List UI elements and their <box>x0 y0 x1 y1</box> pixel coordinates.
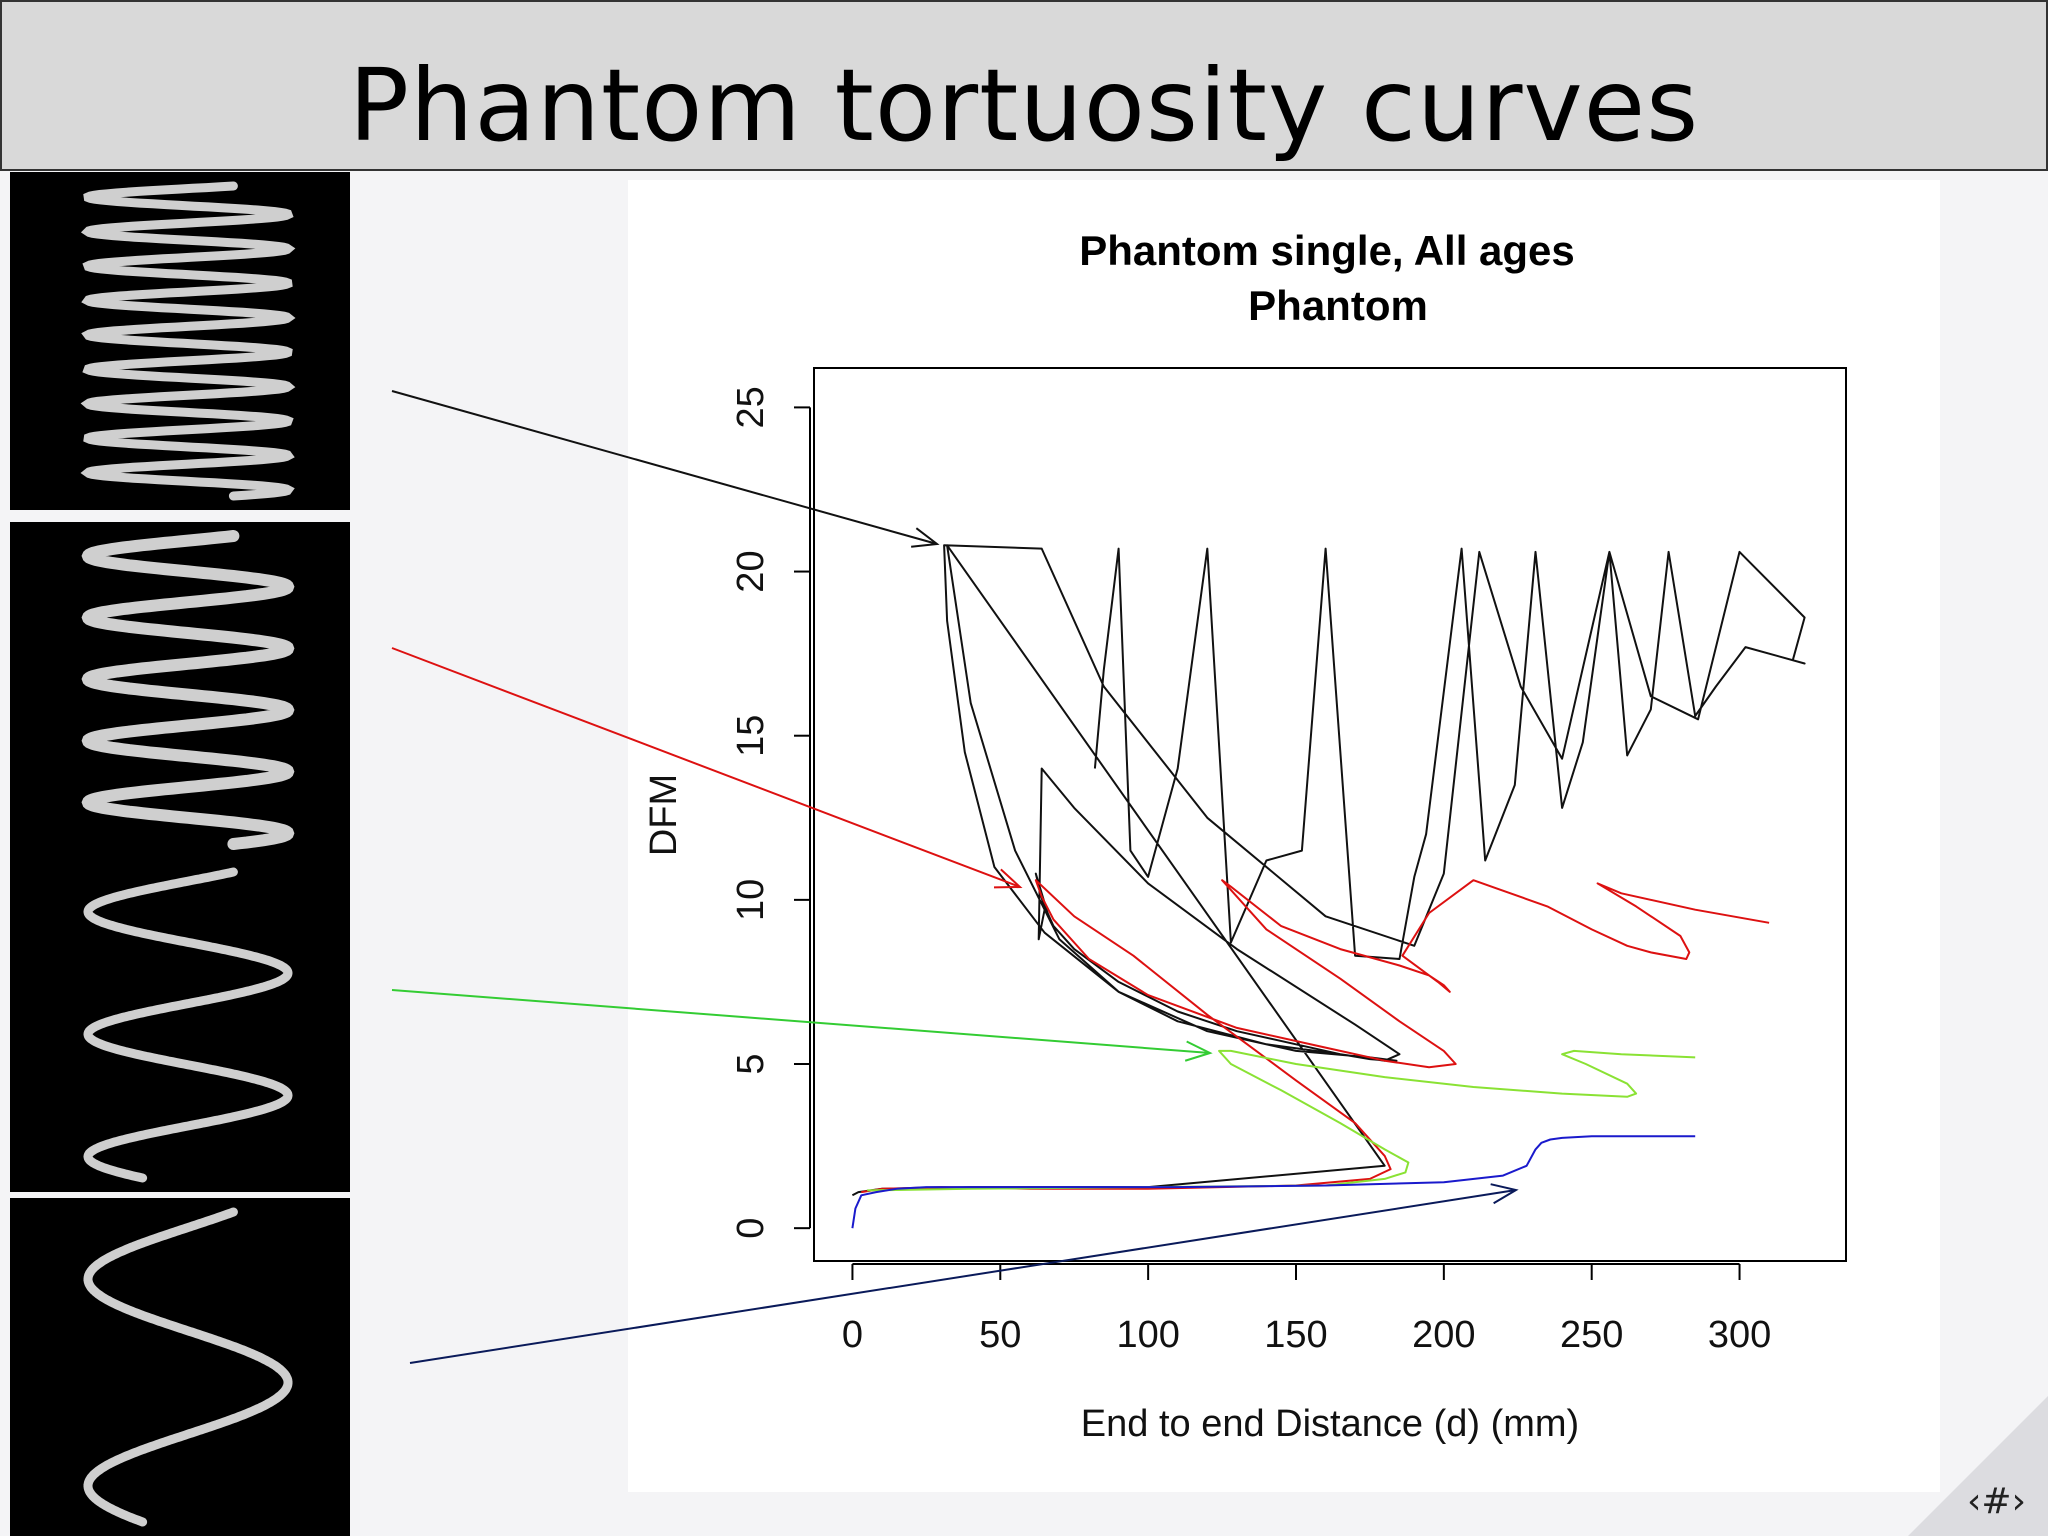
helix-tube <box>83 867 293 1183</box>
helix-thumbnail-loose <box>10 858 350 1192</box>
series-line-green <box>867 1049 1696 1192</box>
y-tick-label: 25 <box>730 386 772 428</box>
arrow-head <box>911 527 940 548</box>
y-tick-label: 5 <box>730 1053 772 1074</box>
helix-tube <box>81 530 295 850</box>
x-tick-label: 250 <box>1560 1314 1623 1356</box>
x-axis: 0 50 100 150 200 250 300 <box>842 1263 1771 1356</box>
arrow-layer <box>391 390 1519 1364</box>
x-tick-label: 50 <box>979 1314 1021 1356</box>
series-line-blue <box>851 1135 1696 1229</box>
y-axis-label: DFM <box>643 774 685 856</box>
series-line-black <box>851 544 1806 1197</box>
helix-thumbnail-tight <box>10 172 350 510</box>
y-tick-label: 20 <box>730 550 772 592</box>
x-tick-label: 100 <box>1116 1314 1179 1356</box>
helix-thumbnail-loosest <box>10 1198 350 1536</box>
x-tick-label: 300 <box>1708 1314 1771 1356</box>
pointer-arrow-arrow_green <box>391 989 1211 1054</box>
helix-thumbnail-medium <box>10 522 350 858</box>
pointer-arrow-arrow_navy <box>409 1189 1517 1364</box>
series-layer <box>851 544 1806 1229</box>
y-tick-label: 0 <box>730 1218 772 1239</box>
x-axis-label: End to end Distance (d) (mm) <box>1081 1403 1579 1445</box>
y-tick-label: 15 <box>730 715 772 757</box>
helix-tube <box>83 1207 293 1527</box>
x-tick-label: 0 <box>842 1314 863 1356</box>
slide-title: Phantom tortuosity curves <box>348 47 1700 164</box>
corner-fold <box>1908 1396 2048 1536</box>
pointer-arrow-black <box>391 390 938 545</box>
chart-subtitle: Phantom <box>1248 282 1428 329</box>
x-tick-label: 150 <box>1264 1314 1327 1356</box>
plot-panel <box>628 180 1940 1492</box>
helix-tube <box>80 181 296 501</box>
y-tick-label: 10 <box>730 879 772 921</box>
arrow-head <box>993 868 1023 889</box>
arrow-head <box>1490 1183 1519 1205</box>
x-tick-label: 200 <box>1412 1314 1475 1356</box>
y-axis: 0 5 10 15 20 25 <box>730 386 811 1239</box>
arrow-head <box>1184 1040 1213 1062</box>
page-number: ‹#› <box>1967 1481 2026 1522</box>
chart-title: Phantom single, All ages <box>1079 227 1575 274</box>
slide-title-bar: Phantom tortuosity curves <box>0 0 2048 171</box>
plot-frame <box>813 367 1847 1262</box>
pointer-arrow-red <box>391 647 1021 888</box>
